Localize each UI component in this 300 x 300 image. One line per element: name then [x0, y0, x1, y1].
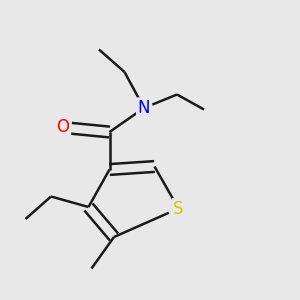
- Text: O: O: [56, 118, 70, 136]
- Text: S: S: [173, 200, 184, 217]
- Text: N: N: [138, 99, 150, 117]
